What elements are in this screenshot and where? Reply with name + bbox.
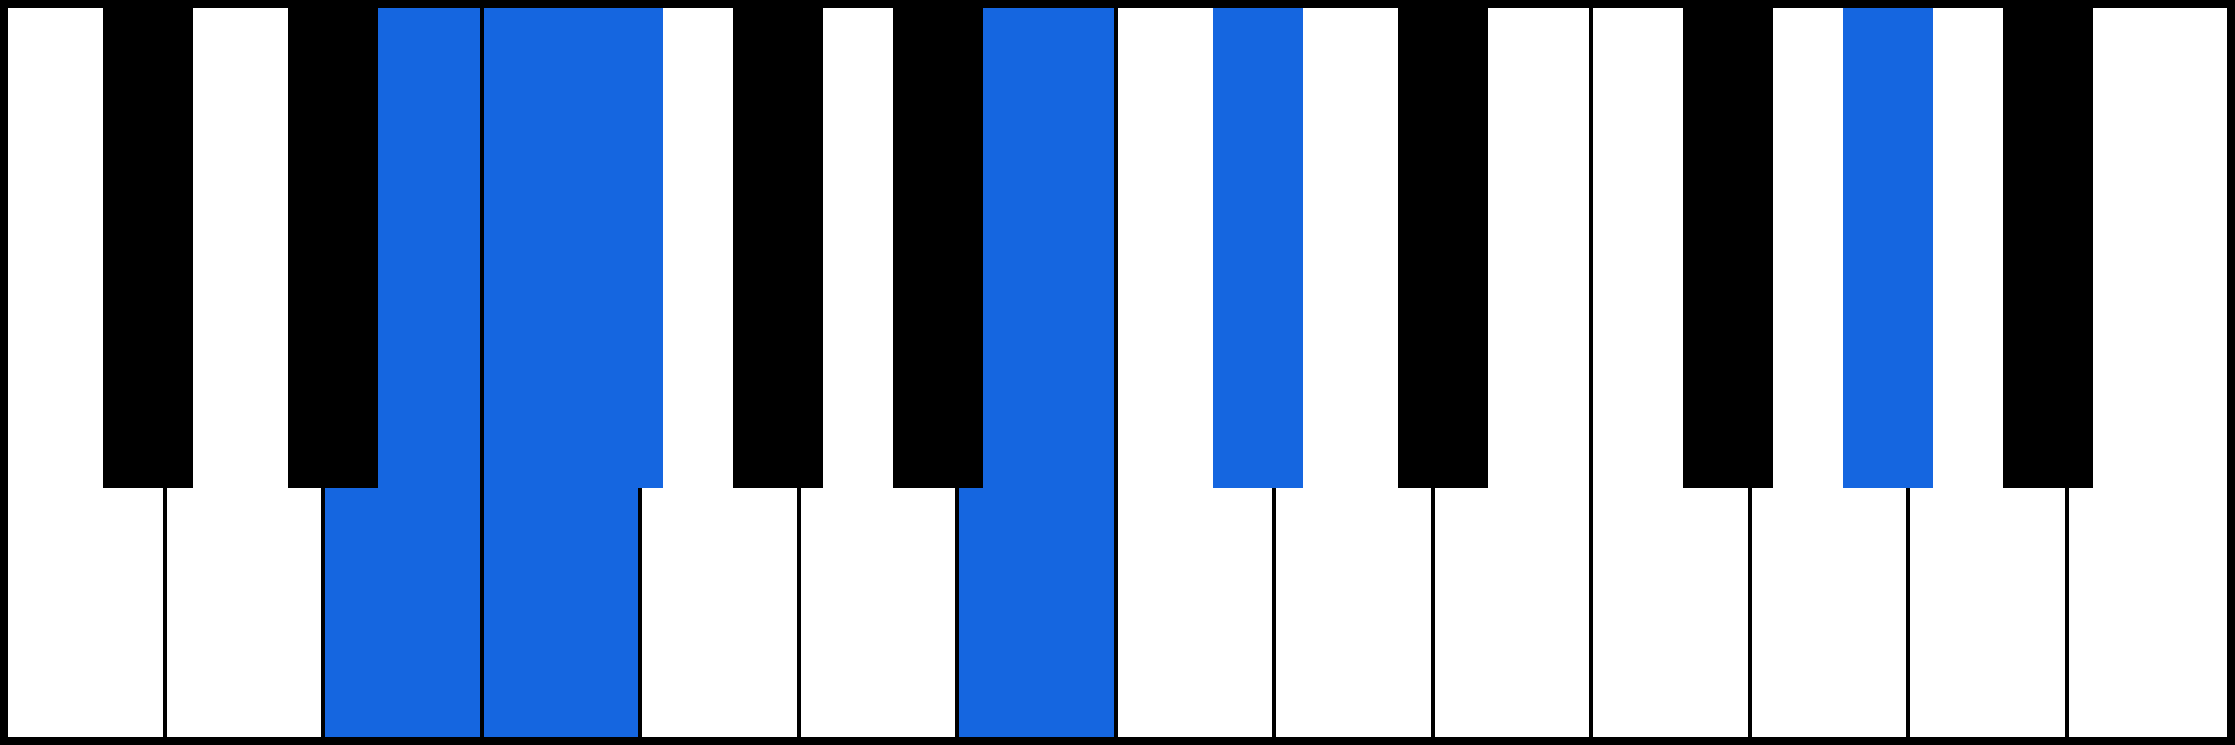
black-key-7 bbox=[1683, 8, 1773, 488]
black-key-0 bbox=[103, 8, 193, 488]
black-key-4 bbox=[893, 8, 983, 488]
black-key-3 bbox=[733, 8, 823, 488]
black-key-5 bbox=[1213, 8, 1303, 488]
black-key-9 bbox=[2003, 8, 2093, 488]
black-key-2 bbox=[573, 8, 663, 488]
piano-keyboard bbox=[0, 0, 2235, 745]
black-key-1 bbox=[288, 8, 378, 488]
black-key-8 bbox=[1843, 8, 1933, 488]
black-key-6 bbox=[1398, 8, 1488, 488]
